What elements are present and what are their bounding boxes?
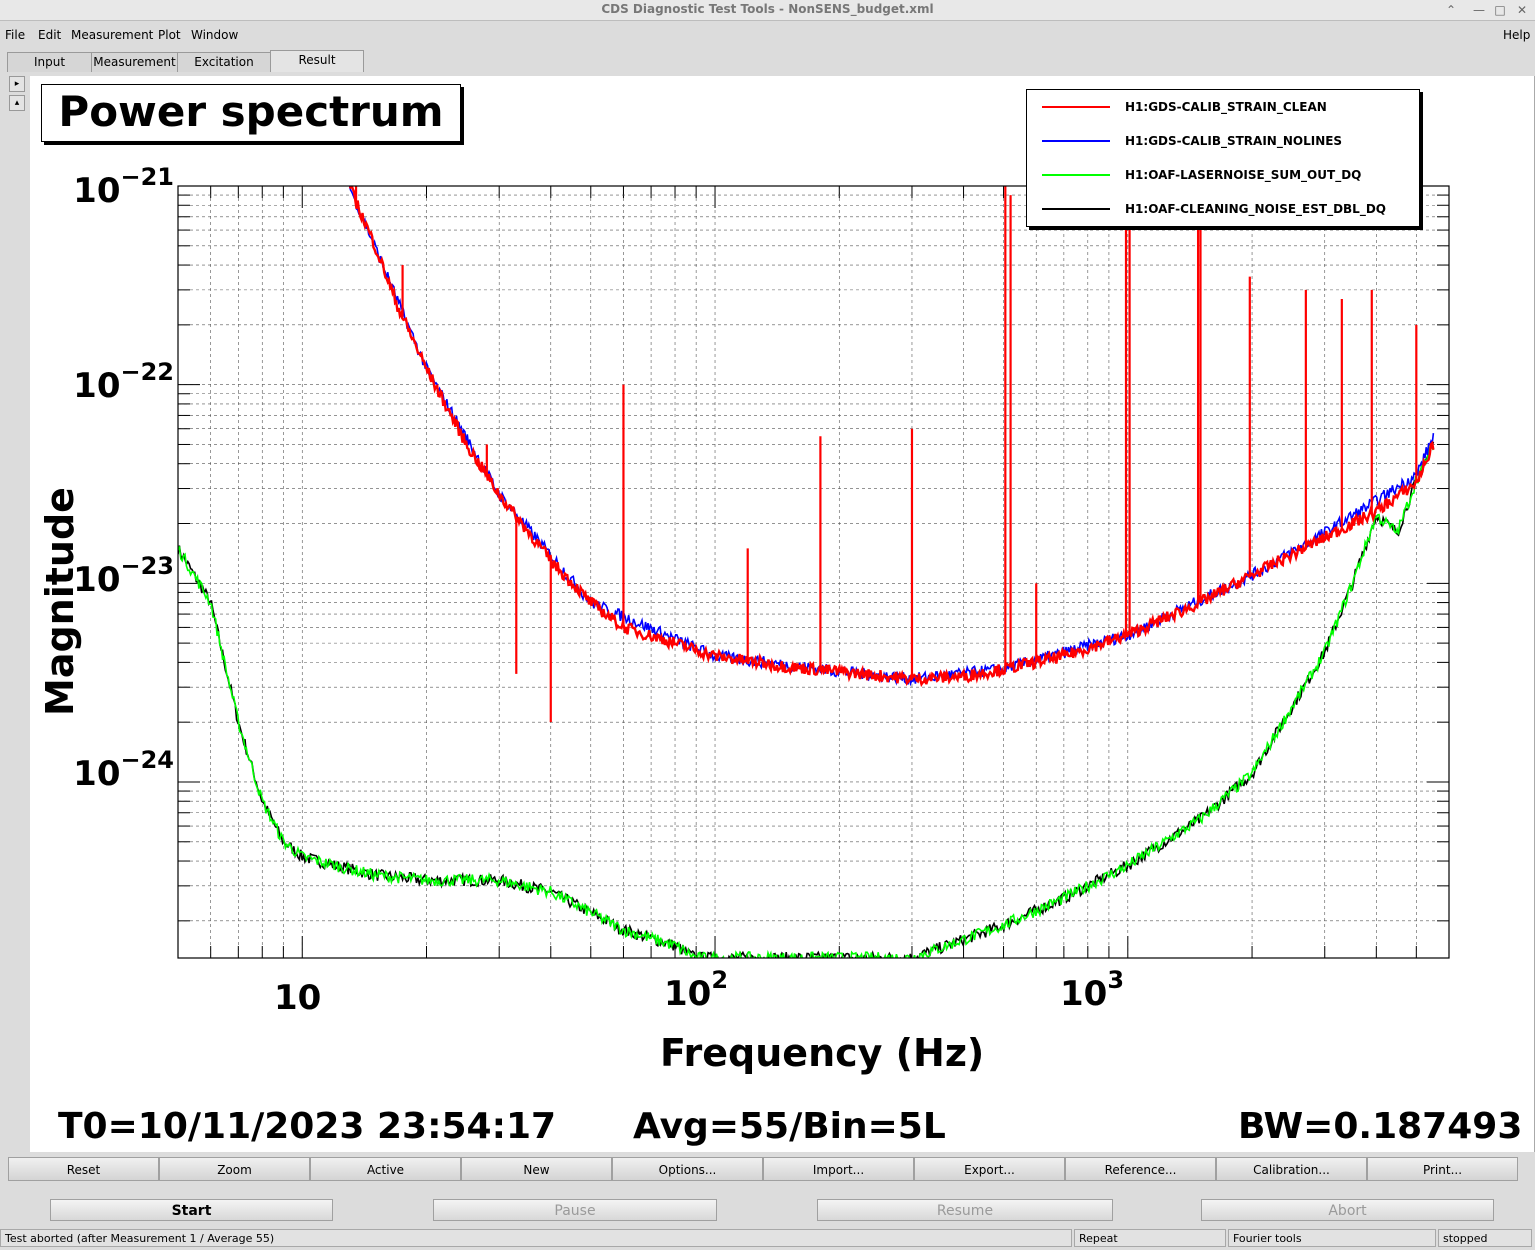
start-button[interactable]: Start <box>50 1199 333 1221</box>
legend-swatch <box>1042 208 1110 210</box>
menu-measurement[interactable]: Measurement <box>71 28 154 42</box>
legend-swatch <box>1042 174 1110 176</box>
abort-button[interactable]: Abort <box>1201 1199 1494 1221</box>
options-button[interactable]: Options... <box>612 1157 763 1181</box>
calibration-button[interactable]: Calibration... <box>1216 1157 1367 1181</box>
legend-entry: H1:GDS-CALIB_STRAIN_NOLINES <box>1027 124 1419 158</box>
legend-label: H1:OAF-LASERNOISE_SUM_OUT_DQ <box>1125 168 1362 182</box>
status-state: stopped <box>1438 1229 1532 1247</box>
avg-label: Avg=55/Bin=5L <box>633 1106 946 1147</box>
x-tick-label: 10 <box>274 978 322 1018</box>
close-button[interactable]: ✕ <box>1516 3 1528 17</box>
status-repeat: Repeat <box>1074 1229 1226 1247</box>
maximize-button[interactable]: □ <box>1494 3 1506 17</box>
pause-button[interactable]: Pause <box>433 1199 717 1221</box>
shade-button[interactable]: ⌃ <box>1445 3 1457 17</box>
series-line <box>178 442 1435 958</box>
menu-file[interactable]: File <box>5 28 26 42</box>
menu-window[interactable]: Window <box>191 28 239 42</box>
t0-label: T0=10/11/2023 23:54:17 <box>58 1106 557 1147</box>
tab-excitation[interactable]: Excitation <box>177 52 271 72</box>
y-tick-label: 10−23 <box>73 552 174 600</box>
y-tick-label: 10−22 <box>73 358 174 406</box>
tab-bar: Input Measurement Excitation Result <box>0 50 1535 72</box>
legend-swatch <box>1042 140 1110 142</box>
x-tick-label: 103 <box>1060 966 1125 1014</box>
bw-label: BW=0.187493 <box>1238 1106 1523 1147</box>
minimize-button[interactable]: — <box>1473 3 1485 17</box>
tab-result[interactable]: Result <box>270 50 364 72</box>
resume-button[interactable]: Resume <box>817 1199 1113 1221</box>
series-line <box>348 186 1435 688</box>
series-line <box>348 186 1435 687</box>
side-arrows: ▸ ▴ <box>9 76 25 114</box>
y-axis-title: Magnitude <box>38 487 82 716</box>
y-tick-label: 10−24 <box>73 746 174 794</box>
spectrum-plot[interactable] <box>30 76 1534 1152</box>
legend-entry: H1:GDS-CALIB_STRAIN_CLEAN <box>1027 90 1419 124</box>
x-tick-label: 102 <box>664 966 729 1014</box>
menu-help[interactable]: Help <box>1503 28 1531 42</box>
series-line <box>178 441 1435 958</box>
export-button[interactable]: Export... <box>914 1157 1065 1181</box>
tab-measurement[interactable]: Measurement <box>91 52 178 72</box>
statusbar: Test aborted (after Measurement 1 / Aver… <box>0 1229 1535 1250</box>
legend-entry: H1:OAF-LASERNOISE_SUM_OUT_DQ <box>1027 158 1419 192</box>
window-title: CDS Diagnostic Test Tools - NonSENS_budg… <box>601 2 934 16</box>
expand-up-icon[interactable]: ▴ <box>9 95 25 111</box>
menu-plot[interactable]: Plot <box>158 28 181 42</box>
control-bar: Start Pause Resume Abort <box>0 1193 1535 1223</box>
new-button[interactable]: New <box>461 1157 612 1181</box>
menubar: File Edit Measurement Plot Window Help <box>0 26 1535 46</box>
x-axis-title: Frequency (Hz) <box>660 1031 985 1075</box>
legend-swatch <box>1042 106 1110 108</box>
legend-label: H1:OAF-CLEANING_NOISE_EST_DBL_DQ <box>1125 202 1386 216</box>
legend-label: H1:GDS-CALIB_STRAIN_NOLINES <box>1125 134 1343 148</box>
legend-entry: H1:OAF-CLEANING_NOISE_EST_DBL_DQ <box>1027 192 1419 226</box>
status-tools: Fourier tools <box>1228 1229 1436 1247</box>
expand-right-icon[interactable]: ▸ <box>9 76 25 92</box>
reference-button[interactable]: Reference... <box>1065 1157 1216 1181</box>
zoom-button[interactable]: Zoom <box>159 1157 310 1181</box>
reset-button[interactable]: Reset <box>8 1157 159 1181</box>
plot-toolbar: Reset Zoom Active New Options... Import.… <box>8 1157 1518 1181</box>
import-button[interactable]: Import... <box>763 1157 914 1181</box>
plot-canvas[interactable]: Power spectrum H1:GDS-CALIB_STRAIN_CLEAN… <box>30 76 1535 1152</box>
window-titlebar: CDS Diagnostic Test Tools - NonSENS_budg… <box>0 0 1535 21</box>
tab-input[interactable]: Input <box>7 52 92 72</box>
active-button[interactable]: Active <box>310 1157 461 1181</box>
print-button[interactable]: Print... <box>1367 1157 1518 1181</box>
plot-frame <box>177 185 1450 959</box>
menu-edit[interactable]: Edit <box>38 28 62 42</box>
graph-title: Power spectrum <box>41 84 461 142</box>
status-message: Test aborted (after Measurement 1 / Aver… <box>0 1229 1072 1247</box>
y-tick-label: 10−21 <box>73 163 174 211</box>
legend: H1:GDS-CALIB_STRAIN_CLEAN H1:GDS-CALIB_S… <box>1026 89 1420 227</box>
legend-label: H1:GDS-CALIB_STRAIN_CLEAN <box>1125 100 1327 114</box>
